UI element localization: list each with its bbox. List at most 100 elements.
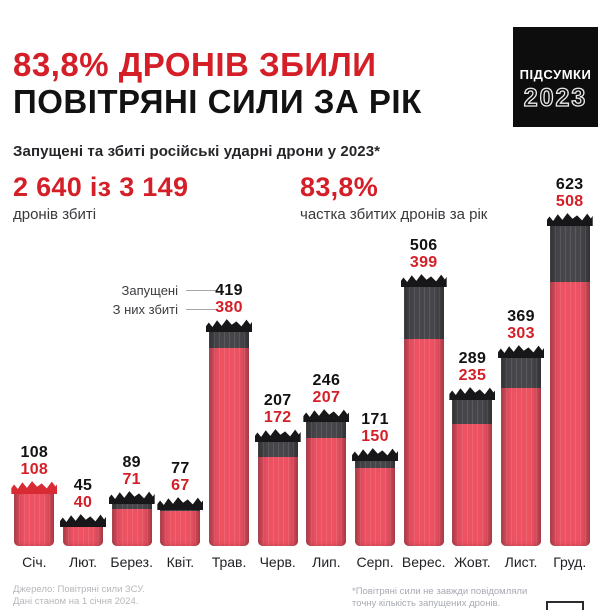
bar-launched — [355, 457, 396, 546]
bar-downed — [549, 282, 590, 546]
launched-value: 246 — [312, 372, 341, 389]
stat-share-value: 83,8% — [300, 172, 379, 202]
bar-chart: Запущені З них збиті 108 108 Січ. 45 40 Лют. 8… — [10, 170, 594, 570]
downed-value: 380 — [215, 299, 243, 316]
bar-value-labels: 419 380 — [199, 282, 259, 316]
title-line-red: 83,8% ДРОНІВ ЗБИЛИ — [13, 46, 377, 83]
bar-launched — [209, 328, 250, 546]
month-label: Січ. — [22, 554, 47, 570]
launched-value: 289 — [458, 350, 487, 367]
bar-top-scribble — [157, 497, 204, 510]
bar-top-scribble — [400, 274, 447, 287]
downed-value: 207 — [312, 389, 341, 406]
month-label: Трав. — [211, 554, 247, 570]
logo-box — [546, 601, 584, 610]
bar-value-labels: 108 108 — [4, 444, 64, 478]
bar-value-labels: 506 399 — [394, 237, 454, 271]
note-line1: *Повітряні сили не завжди повідомляли — [352, 586, 528, 597]
bar-column: 623 508 Груд. — [545, 170, 594, 570]
bar-launched — [306, 418, 347, 546]
bar-downed — [14, 490, 55, 546]
title-line-black: ПОВІТРЯНІ СИЛИ ЗА РІК — [13, 83, 422, 120]
bar-top-scribble — [108, 491, 155, 504]
launched-value: 419 — [215, 282, 243, 299]
bar-column: 207 172 Черв. — [253, 170, 302, 570]
bar-top-scribble — [303, 409, 350, 422]
bar-column: 369 303 Лист. — [497, 170, 546, 570]
bar-top-scribble — [60, 514, 106, 527]
month-label: Лип. — [312, 554, 341, 570]
bar-top-scribble — [352, 448, 399, 461]
bar-top-scribble — [254, 429, 301, 442]
source-line1: Джерело: Повітряні сили ЗСУ. — [13, 584, 145, 595]
bar-downed — [355, 468, 396, 546]
bar-downed — [501, 388, 542, 546]
bar-launched — [452, 396, 493, 546]
launched-value: 108 — [20, 444, 49, 461]
bar-texture — [209, 328, 250, 546]
legend-launched-line — [186, 290, 216, 291]
downed-value: 172 — [263, 409, 292, 426]
launched-value: 369 — [507, 308, 535, 325]
bar-downed — [403, 339, 444, 546]
bar-column: 89 71 Берез. — [107, 170, 156, 570]
launched-value: 207 — [263, 392, 292, 409]
bar-texture — [111, 500, 152, 546]
bar-column: 419 380 Трав. — [205, 170, 254, 570]
legend-downed-line — [186, 309, 216, 310]
bar-value-labels: 171 150 — [345, 411, 405, 445]
bar-launched — [257, 438, 298, 546]
launched-value: 623 — [555, 176, 584, 193]
bar-column: 108 108 Січ. — [10, 170, 59, 570]
bar-texture — [257, 438, 298, 546]
month-label: Лют. — [68, 554, 98, 570]
bar-column: 77 67 Квіт. — [156, 170, 205, 570]
bar-top-scribble — [11, 481, 58, 494]
bar-column: 506 399 Верес. — [399, 170, 448, 570]
stat-share: 83,8% частка збитих дронів за рік — [300, 172, 487, 223]
bar-column: 289 235 Жовт. — [448, 170, 497, 570]
downed-value: 67 — [171, 477, 190, 494]
bar-texture — [160, 506, 201, 546]
legend-launched-label: Запущені — [121, 283, 178, 298]
bar-launched — [111, 500, 152, 546]
bar-launched — [14, 490, 55, 546]
legend-downed-label: З них збиті — [112, 302, 178, 317]
bar-value-labels: 89 71 — [102, 454, 162, 488]
bar-top-scribble — [498, 345, 545, 358]
bar-value-labels: 77 67 — [150, 460, 210, 494]
bar-texture — [452, 396, 493, 546]
bar-downed — [63, 525, 103, 546]
bar-column: 246 207 Лип. — [302, 170, 351, 570]
launched-value: 89 — [122, 454, 141, 471]
downed-value: 150 — [361, 428, 389, 445]
note-line2: точну кількість запущених дронів. — [352, 597, 501, 609]
legend-launched: Запущені — [98, 283, 216, 298]
source-line2: Дані станом на 1 січня 2024. — [13, 595, 139, 607]
bar-launched — [160, 506, 201, 546]
asterisk-note: *Повітряні сили не завжди повідомляли то… — [352, 586, 527, 609]
bar-value-labels: 246 207 — [296, 372, 356, 406]
bar-launched — [549, 222, 590, 546]
launched-value: 77 — [171, 460, 190, 477]
chart-subtitle: Запущені та збиті російські ударні дрони… — [13, 143, 381, 160]
badge-year: 2023 — [523, 83, 588, 112]
page-title: 83,8% ДРОНІВ ЗБИЛИ ПОВІТРЯНІ СИЛИ ЗА РІК — [13, 46, 422, 120]
month-label: Жовт. — [454, 554, 491, 570]
stat-share-label: частка збитих дронів за рік — [300, 206, 488, 223]
stat-downed-total: 2 640 із 3 149 дронів збиті — [13, 172, 188, 223]
downed-value: 508 — [555, 193, 584, 210]
bar-launched — [63, 523, 103, 546]
bar-texture — [501, 354, 542, 546]
bar-downed — [257, 457, 298, 546]
bar-downed — [209, 348, 250, 546]
bar-column: 45 40 Лют. — [59, 170, 108, 570]
bar-launched — [403, 283, 444, 546]
month-label: Квіт. — [166, 554, 195, 570]
month-label: Лист. — [504, 554, 538, 570]
bar-value-labels: 289 235 — [442, 350, 502, 384]
month-label: Берез. — [110, 554, 153, 570]
source-note: Джерело: Повітряні сили ЗСУ. Дані станом… — [13, 584, 145, 607]
bar-value-labels: 623 508 — [540, 176, 600, 210]
